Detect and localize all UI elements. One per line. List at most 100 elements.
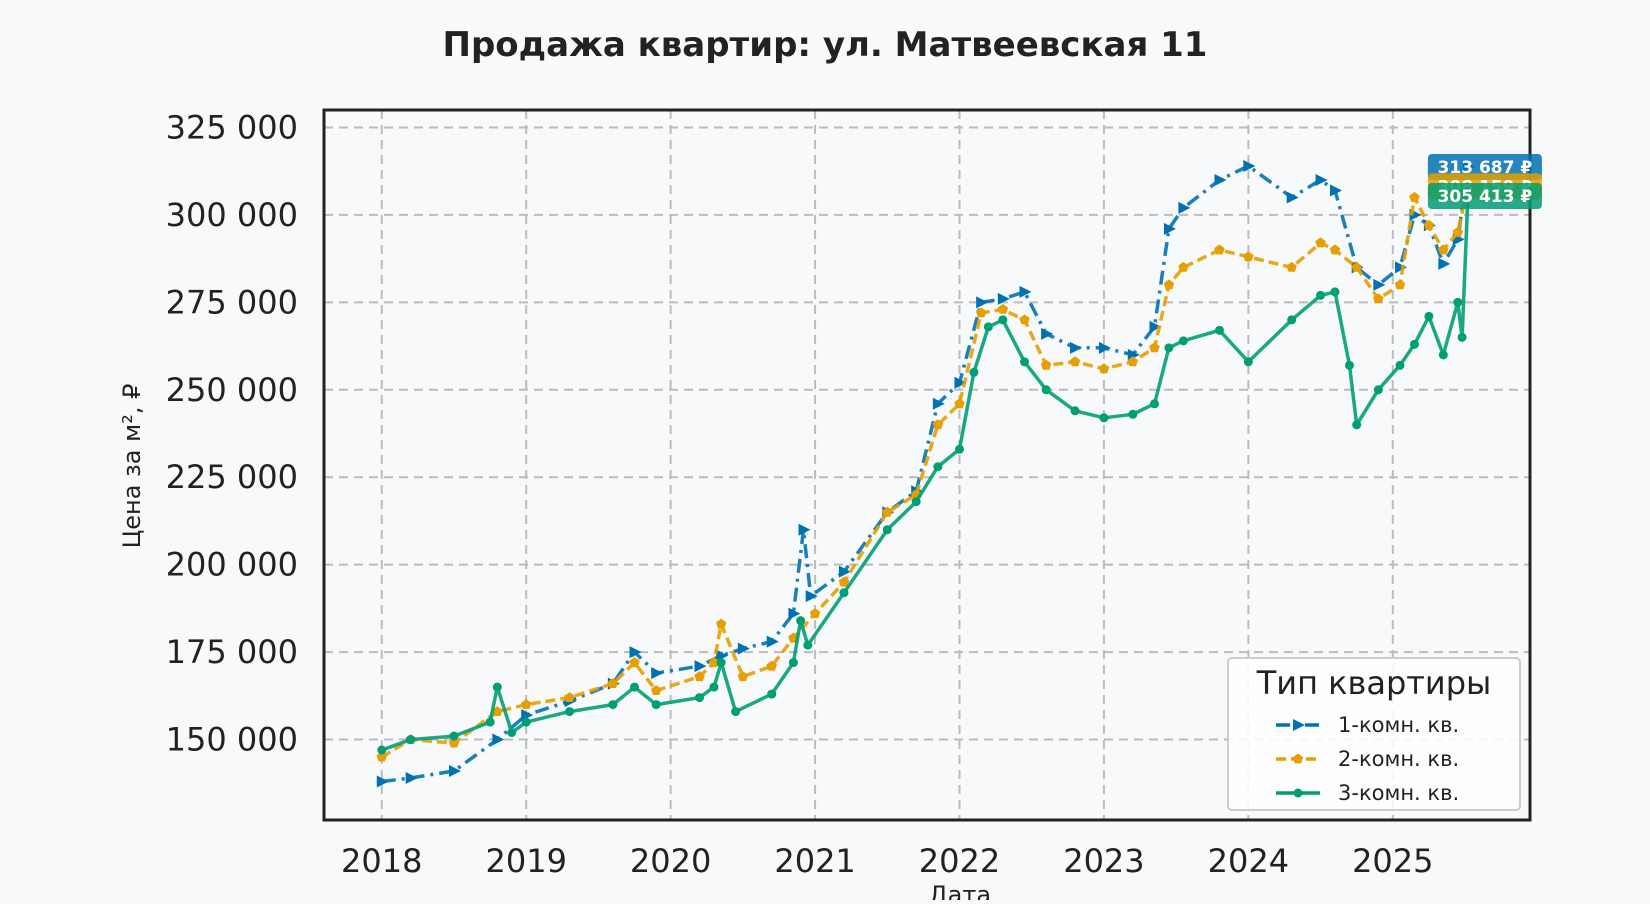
data-point (564, 692, 575, 702)
legend-label: 2-комн. кв. (1338, 747, 1459, 771)
data-point (1315, 237, 1326, 248)
data-point (405, 772, 418, 785)
end-label-text: 305 413 ₽ (1438, 187, 1533, 207)
data-point (1351, 261, 1362, 272)
data-point (651, 667, 664, 680)
y-tick-label: 150 000 (166, 721, 298, 759)
y-tick-label: 275 000 (166, 283, 298, 321)
data-point (507, 728, 517, 738)
end-value-label: 305 413 ₽ (1427, 182, 1542, 209)
x-tick-label: 2022 (919, 842, 1000, 880)
series-2 (376, 180, 1474, 762)
data-point (1395, 261, 1408, 274)
data-point (708, 657, 720, 668)
data-point (839, 588, 849, 598)
data-point (492, 706, 503, 716)
data-point (651, 685, 662, 695)
data-point (565, 707, 575, 717)
data-point (1178, 336, 1188, 346)
data-point (997, 292, 1010, 305)
data-point (1424, 311, 1434, 321)
x-tick-label: 2023 (1063, 842, 1144, 880)
y-tick-label: 325 000 (166, 108, 298, 146)
y-tick-label: 200 000 (166, 546, 298, 584)
legend-item: 2-комн. кв. (1276, 747, 1459, 771)
data-point (1344, 360, 1354, 370)
series-3 (377, 191, 1473, 755)
data-point (976, 296, 989, 309)
x-tick-label: 2019 (485, 842, 566, 880)
data-point (1452, 226, 1463, 237)
data-point (932, 397, 945, 410)
data-point (1164, 343, 1174, 353)
data-point (809, 608, 821, 619)
data-point (1373, 278, 1386, 291)
end-label-box (1427, 182, 1542, 209)
y-tick-label: 175 000 (166, 633, 298, 671)
data-point (796, 616, 806, 626)
data-point (716, 618, 727, 629)
data-point (998, 315, 1008, 325)
data-point (1316, 290, 1326, 300)
data-point (1287, 315, 1297, 325)
data-point (629, 646, 642, 659)
data-point (1098, 341, 1111, 354)
data-point (492, 682, 502, 692)
data-point (975, 307, 987, 318)
data-point (1438, 257, 1451, 270)
data-point (731, 707, 741, 717)
legend: Тип квартиры 1-комн. кв. 2-комн. кв. 3-комн… (1227, 657, 1521, 811)
data-point (376, 751, 387, 762)
data-point (838, 565, 851, 578)
series-line (381, 164, 1470, 784)
data-point (485, 717, 495, 727)
data-point (1178, 261, 1189, 272)
x-tick-label: 2018 (341, 842, 422, 880)
data-point (805, 590, 818, 603)
x-tick-label: 2021 (774, 842, 855, 880)
data-point (1409, 191, 1420, 202)
series-1 (376, 159, 1475, 788)
data-point (1178, 201, 1191, 214)
data-point (651, 700, 661, 710)
data-point (1330, 287, 1340, 297)
legend-marker (1293, 788, 1303, 798)
legend-item: 3-комн. кв. (1276, 781, 1459, 805)
data-point (1149, 342, 1160, 353)
data-point (1163, 279, 1175, 290)
data-point (521, 699, 532, 709)
data-point (1019, 314, 1030, 325)
data-point (1453, 297, 1463, 307)
data-point (376, 775, 389, 788)
data-point (492, 733, 505, 746)
data-point (767, 689, 777, 699)
data-point (1243, 159, 1256, 172)
data-point (695, 693, 705, 703)
series-line (381, 195, 1470, 752)
data-point (882, 525, 892, 535)
legend-label: 1-комн. кв. (1338, 713, 1459, 737)
data-point (709, 682, 719, 692)
data-point (1149, 399, 1159, 409)
data-point (954, 444, 964, 454)
data-point (1243, 357, 1253, 367)
data-point (766, 660, 777, 671)
legend-item: 1-комн. кв. (1276, 713, 1459, 737)
data-point (788, 658, 798, 668)
y-tick-label: 250 000 (166, 371, 298, 409)
data-point (448, 737, 460, 748)
end-labels: 313 687 ₽308 159 ₽305 413 ₽ (1427, 154, 1542, 209)
data-point (1163, 222, 1176, 235)
data-point (1098, 363, 1110, 374)
legend-marker (1292, 753, 1304, 764)
data-point (1315, 173, 1328, 186)
data-point (1149, 320, 1162, 333)
data-point (1214, 173, 1227, 186)
data-point (1070, 406, 1080, 416)
data-point (1423, 219, 1435, 230)
data-point (377, 745, 387, 755)
data-point (788, 607, 801, 620)
data-point (1329, 244, 1341, 255)
data-point (954, 398, 965, 409)
data-point (694, 671, 705, 682)
